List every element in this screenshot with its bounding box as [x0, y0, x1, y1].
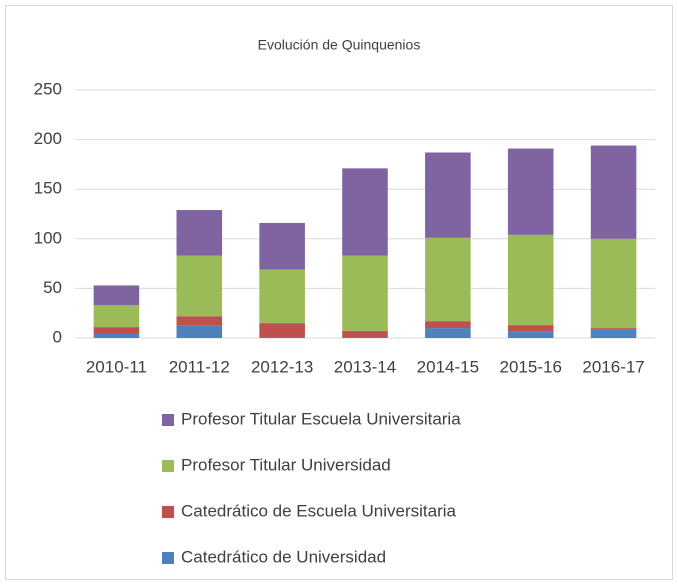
legend-swatch [162, 506, 174, 518]
chart-title: Evolución de Quinquenios [258, 37, 421, 53]
bar-segment [259, 222, 305, 270]
bar-segment [507, 325, 554, 332]
bar-segment [507, 148, 554, 235]
legend-swatch [162, 414, 174, 426]
bar-segment [259, 269, 305, 324]
x-tick-label: 2011-12 [169, 357, 230, 376]
x-tick-label: 2013-14 [334, 357, 396, 376]
legend-label: Profesor Titular Escuela Universitaria [181, 409, 461, 428]
bar-segment [590, 328, 637, 330]
x-tick-label: 2012-13 [251, 357, 313, 376]
bar-segment [507, 331, 554, 338]
bar-segment [93, 305, 140, 328]
bar-segment [176, 316, 223, 326]
x-tick-label: 2010-11 [86, 357, 147, 376]
bar-segment [590, 238, 637, 329]
bar-segment [93, 285, 140, 306]
bar-segment [342, 168, 388, 256]
bar-segment [259, 337, 305, 338]
legend-label: Catedrático de Escuela Universitaria [181, 501, 457, 520]
y-tick-label: 200 [34, 129, 62, 148]
x-tick-label: 2014-15 [417, 357, 479, 376]
bar-segment [342, 255, 388, 332]
legend-swatch [162, 460, 174, 472]
bar-segment [176, 255, 223, 317]
bar-segment [93, 327, 140, 335]
bar-segment [176, 210, 223, 256]
y-tick-label: 250 [34, 79, 62, 98]
bar-segment [425, 237, 471, 322]
y-tick-label: 50 [43, 278, 62, 297]
y-tick-label: 0 [53, 327, 62, 346]
bar-segment [93, 334, 140, 338]
bar-segment [342, 337, 388, 338]
legend-label: Catedrático de Universidad [181, 547, 386, 566]
bar-segment [590, 329, 637, 338]
bar-segment [507, 234, 554, 326]
x-tick-label: 2016-17 [582, 357, 644, 376]
bar-segment [590, 145, 637, 239]
bar-segment [176, 325, 223, 338]
bar-segment [425, 152, 471, 238]
legend-label: Profesor Titular Universidad [181, 455, 391, 474]
bar-segment [425, 328, 471, 338]
bar-segment [425, 321, 471, 329]
y-tick-label: 150 [34, 179, 62, 198]
bar-segment [342, 331, 388, 338]
bar-segment [259, 323, 305, 338]
y-tick-label: 100 [34, 228, 62, 247]
x-tick-label: 2015-16 [500, 357, 562, 376]
legend-swatch [162, 552, 174, 564]
